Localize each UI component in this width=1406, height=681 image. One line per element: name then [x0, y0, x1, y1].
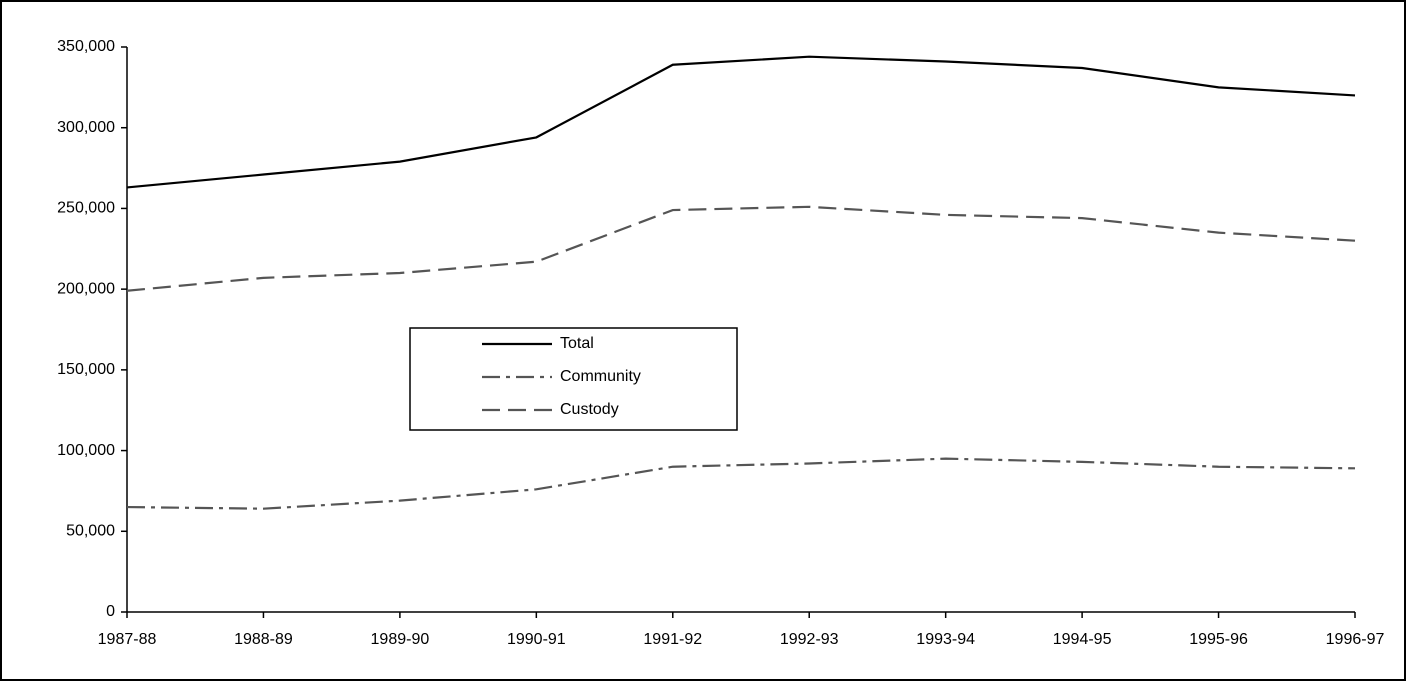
legend-box — [409, 327, 738, 431]
y-tick-label: 50,000 — [66, 523, 115, 540]
x-tick-label: 1991-92 — [643, 631, 702, 648]
y-tick-label: 350,000 — [57, 38, 115, 55]
x-tick-label: 1987-88 — [98, 631, 157, 648]
legend-label: Total — [560, 335, 594, 352]
y-tick-label: 0 — [106, 603, 115, 620]
series-line — [126, 55, 1356, 189]
y-tick-label: 200,000 — [57, 280, 115, 297]
y-tick-label: 300,000 — [57, 119, 115, 136]
series-line — [126, 205, 1356, 292]
legend-label: Custody — [560, 401, 619, 418]
x-tick-label: 1995-96 — [1189, 631, 1248, 648]
y-tick-label: 100,000 — [57, 442, 115, 459]
x-tick-label: 1988-89 — [234, 631, 293, 648]
x-tick-label: 1994-95 — [1053, 631, 1112, 648]
x-tick-label: 1989-90 — [371, 631, 430, 648]
x-tick-label: 1992-93 — [780, 631, 839, 648]
y-tick-label: 250,000 — [57, 200, 115, 217]
legend-label: Community — [560, 368, 641, 385]
y-tick-label: 150,000 — [57, 361, 115, 378]
series-line — [126, 457, 1356, 510]
x-tick-label: 1990-91 — [507, 631, 566, 648]
x-tick-label: 1993-94 — [916, 631, 975, 648]
x-tick-label: 1996-97 — [1326, 631, 1385, 648]
